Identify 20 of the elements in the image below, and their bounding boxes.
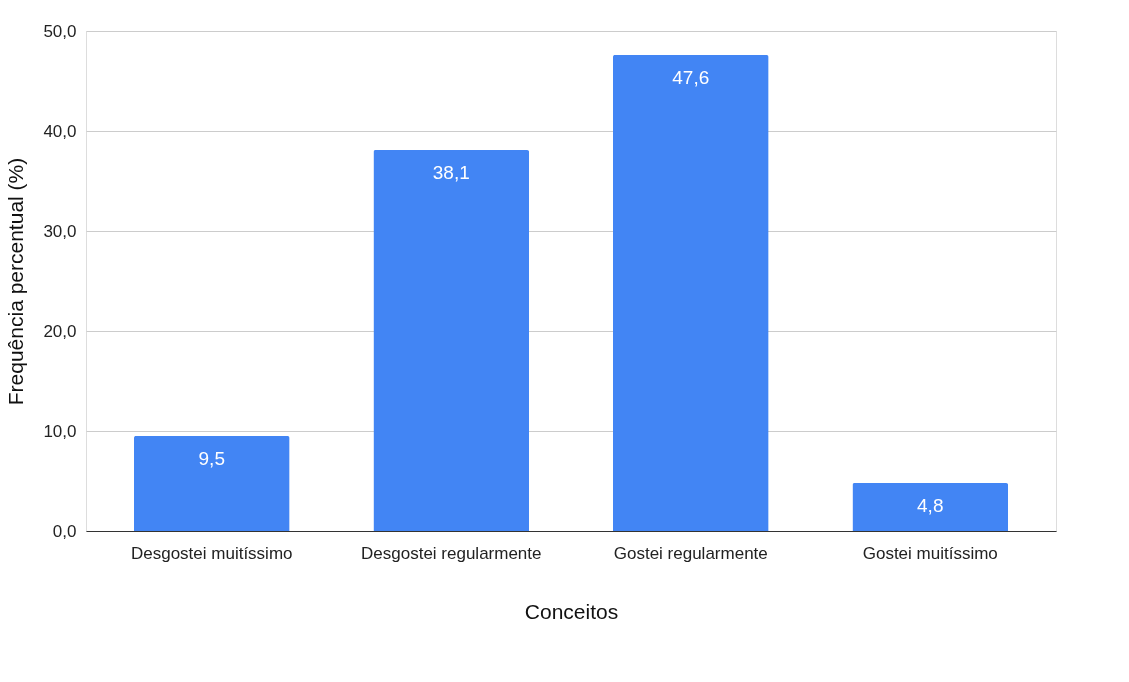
x-axis-title: Conceitos bbox=[524, 599, 619, 623]
x-tick-label: Desgostei muitíssimo bbox=[130, 543, 293, 563]
y-tick-label: 0,0 bbox=[52, 521, 77, 541]
bar bbox=[852, 483, 1009, 531]
data-label: 38,1 bbox=[432, 162, 470, 183]
data-label: 9,5 bbox=[198, 448, 225, 469]
x-tick-label: Desgostei regularmente bbox=[361, 543, 542, 563]
bar bbox=[373, 150, 530, 531]
y-tick-label: 10,0 bbox=[43, 421, 77, 441]
data-label: 47,6 bbox=[672, 67, 710, 88]
y-tick-label: 30,0 bbox=[43, 221, 77, 241]
bar bbox=[612, 55, 769, 531]
y-tick-label: 50,0 bbox=[43, 21, 77, 41]
y-tick-label: 20,0 bbox=[43, 321, 77, 341]
x-tick-label: Gostei regularmente bbox=[613, 543, 768, 563]
bar bbox=[133, 436, 290, 531]
data-label: 4,8 bbox=[917, 495, 944, 516]
x-tick-label: Gostei muitíssimo bbox=[862, 543, 998, 563]
y-axis-title: Frequência percentual (%) bbox=[4, 157, 28, 406]
y-tick-label: 40,0 bbox=[43, 121, 77, 141]
